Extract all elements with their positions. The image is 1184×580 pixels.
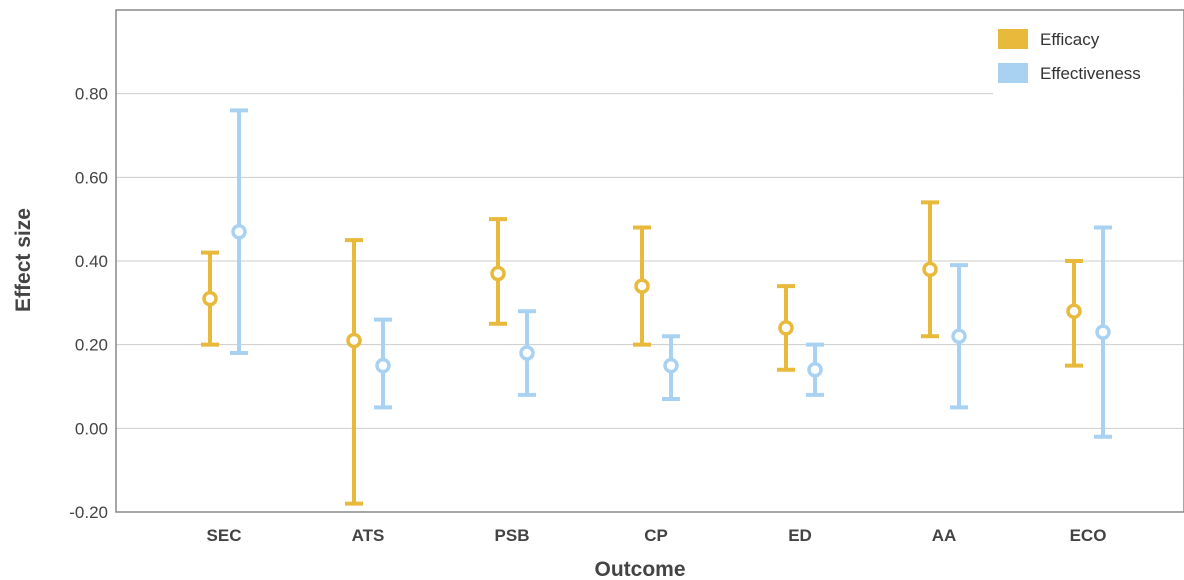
y-axis-title: Effect size bbox=[12, 208, 35, 312]
point-marker bbox=[519, 345, 535, 361]
legend: Efficacy Effectiveness bbox=[993, 20, 1183, 100]
y-tick-label: 0.60 bbox=[75, 168, 108, 187]
y-axis-ticks: -0.20 0.00 0.20 0.40 0.60 0.80 bbox=[69, 85, 108, 522]
y-tick-label: 0.80 bbox=[75, 85, 108, 104]
point-marker bbox=[202, 290, 218, 307]
gridlines bbox=[116, 93, 1184, 429]
point-marker bbox=[346, 332, 362, 349]
x-tick-label: SEC bbox=[207, 526, 242, 545]
x-tick-label: CP bbox=[644, 526, 668, 545]
series-group bbox=[201, 108, 1112, 506]
point-marker bbox=[778, 320, 794, 336]
y-tick-label: -0.20 bbox=[69, 503, 108, 522]
point-marker bbox=[231, 223, 247, 240]
y-tick-label: 0.00 bbox=[75, 419, 108, 438]
y-tick-label: 0.20 bbox=[75, 336, 108, 355]
legend-swatch-effectiveness bbox=[998, 63, 1028, 83]
point-marker bbox=[1095, 324, 1111, 340]
series-efficacy bbox=[201, 200, 1083, 506]
legend-swatch-efficacy bbox=[998, 29, 1028, 49]
x-tick-label: ECO bbox=[1070, 526, 1107, 545]
x-axis-ticks: SEC ATS PSB CP ED AA ECO bbox=[207, 526, 1107, 545]
point-marker bbox=[807, 362, 823, 378]
point-marker bbox=[490, 265, 506, 282]
x-tick-label: PSB bbox=[495, 526, 530, 545]
y-tick-label: 0.40 bbox=[75, 252, 108, 271]
x-axis-title: Outcome bbox=[594, 558, 685, 580]
point-marker bbox=[922, 261, 938, 278]
point-marker bbox=[634, 278, 650, 294]
legend-label-efficacy: Efficacy bbox=[1040, 30, 1100, 49]
x-tick-label: ATS bbox=[352, 526, 385, 545]
point-marker bbox=[663, 357, 679, 374]
point-marker bbox=[951, 328, 967, 345]
point-marker bbox=[1066, 303, 1082, 319]
series-effectiveness bbox=[230, 108, 1112, 439]
point-marker bbox=[375, 357, 391, 374]
x-tick-label: ED bbox=[788, 526, 812, 545]
plot-area bbox=[115, 9, 1184, 513]
legend-label-effectiveness: Effectiveness bbox=[1040, 64, 1141, 83]
x-tick-label: AA bbox=[932, 526, 957, 545]
